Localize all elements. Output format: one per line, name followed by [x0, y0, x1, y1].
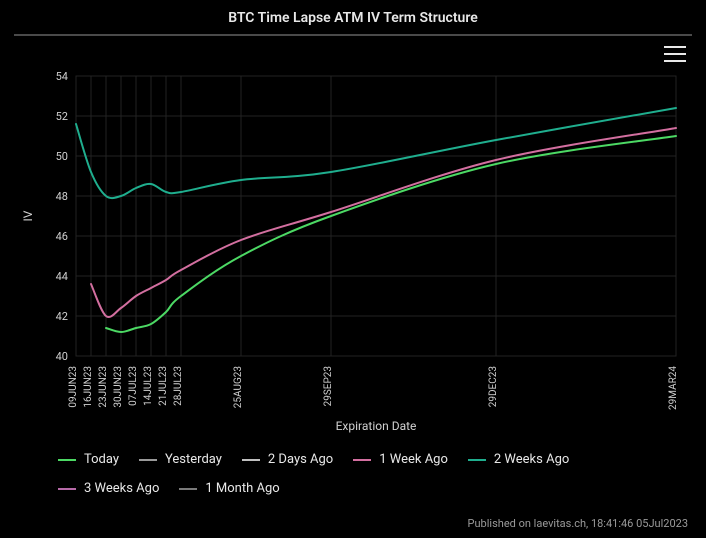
- svg-text:IV: IV: [21, 210, 35, 221]
- toolbar: [14, 36, 692, 66]
- svg-text:44: 44: [56, 270, 68, 283]
- legend-swatch: [58, 459, 76, 461]
- series-today: [106, 136, 676, 332]
- legend-item-today[interactable]: Today: [58, 452, 119, 467]
- svg-text:16JUN23: 16JUN23: [83, 366, 94, 408]
- svg-text:07JUL23: 07JUL23: [128, 366, 139, 406]
- svg-text:54: 54: [56, 70, 68, 83]
- svg-text:29DEC23: 29DEC23: [488, 366, 499, 407]
- svg-text:14JUL23: 14JUL23: [143, 366, 154, 406]
- svg-text:Expiration Date: Expiration Date: [336, 419, 417, 433]
- legend-label: 1 Month Ago: [205, 481, 279, 496]
- svg-text:29MAR24: 29MAR24: [668, 366, 679, 410]
- svg-text:52: 52: [56, 110, 68, 123]
- legend-label: 2 Weeks Ago: [494, 452, 569, 467]
- legend-swatch: [139, 459, 157, 461]
- chart-title: BTC Time Lapse ATM IV Term Structure: [14, 10, 692, 36]
- line-chart: 40 42 44 46 48 50 52 54 09JUN23 16JUN23 23JUN23 30J…: [14, 66, 692, 446]
- svg-text:28JUL23: 28JUL23: [173, 366, 184, 406]
- svg-text:40: 40: [56, 350, 68, 363]
- legend-item-2-days-ago[interactable]: 2 Days Ago: [242, 452, 333, 467]
- svg-text:25AUG23: 25AUG23: [233, 366, 244, 408]
- legend-item-3-weeks-ago[interactable]: 3 Weeks Ago: [58, 481, 159, 496]
- legend-label: 1 Week Ago: [379, 452, 448, 467]
- legend-item-1-week-ago[interactable]: 1 Week Ago: [353, 452, 448, 467]
- svg-text:21JUL23: 21JUL23: [158, 366, 169, 406]
- menu-icon[interactable]: [664, 46, 686, 62]
- svg-text:23JUN23: 23JUN23: [98, 366, 109, 408]
- svg-text:29SEP23: 29SEP23: [323, 366, 334, 406]
- legend-label: Today: [84, 452, 119, 467]
- legend-swatch: [353, 459, 371, 461]
- svg-text:48: 48: [56, 190, 68, 203]
- svg-text:46: 46: [56, 230, 68, 243]
- svg-text:09JUN23: 09JUN23: [68, 366, 79, 408]
- svg-text:42: 42: [56, 310, 68, 323]
- legend-swatch: [468, 459, 486, 461]
- legend-swatch: [58, 488, 76, 490]
- svg-text:30JUN23: 30JUN23: [113, 366, 124, 408]
- legend-item-1-month-ago[interactable]: 1 Month Ago: [179, 481, 279, 496]
- legend-label: 3 Weeks Ago: [84, 481, 159, 496]
- chart-area: 40 42 44 46 48 50 52 54 09JUN23 16JUN23 23JUN23 30J…: [14, 66, 692, 446]
- svg-text:50: 50: [56, 150, 68, 163]
- legend: Today Yesterday 2 Days Ago 1 Week Ago 2 Week…: [14, 446, 692, 496]
- footer-text: Published on laevitas.ch, 18:41:46 05Jul…: [468, 517, 688, 530]
- legend-label: 2 Days Ago: [268, 452, 333, 467]
- legend-label: Yesterday: [165, 452, 222, 467]
- legend-item-yesterday[interactable]: Yesterday: [139, 452, 222, 467]
- legend-swatch: [179, 488, 197, 490]
- legend-swatch: [242, 459, 260, 461]
- legend-item-2-weeks-ago[interactable]: 2 Weeks Ago: [468, 452, 569, 467]
